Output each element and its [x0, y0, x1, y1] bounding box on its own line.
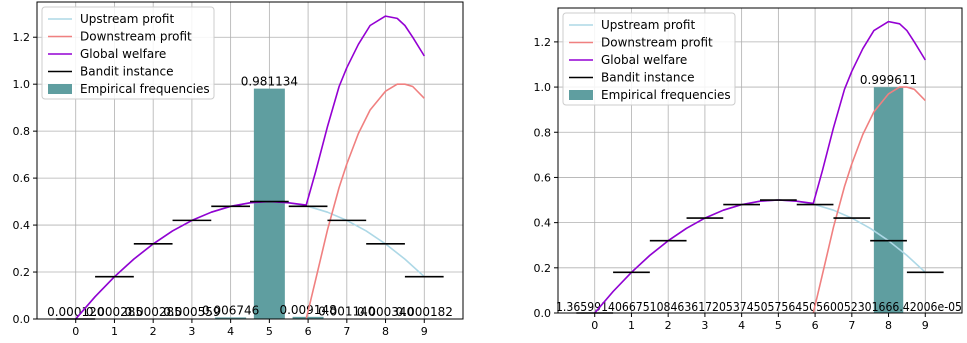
legend-bandit-label: Bandit instance [80, 65, 174, 79]
legend-bandit-label: Bandit instance [601, 71, 695, 85]
x-tick-label: 6 [812, 319, 819, 332]
y-tick-label: 1.2 [534, 36, 552, 49]
legend-box [41, 6, 215, 100]
plot-frame [557, 7, 963, 314]
bar-value-label: 0.006746 [202, 303, 259, 317]
legend-welfare-label: Global welfare [601, 53, 687, 67]
downstream-profit-line [305, 83, 425, 320]
plot-frame [36, 1, 464, 320]
right-chart: 0.999611 1.365991406675108463617205374505… [534, 7, 963, 332]
y-tick-label: 0.0 [534, 307, 552, 320]
bar-value-label: 0.000120 [47, 305, 104, 319]
bar-value-label: 0.000559 [163, 305, 220, 319]
y-tick-label: 0.6 [534, 171, 552, 184]
legend-bars-swatch [48, 84, 72, 94]
frequency-bar [253, 88, 285, 319]
y-tick-label: 0.6 [13, 172, 31, 185]
y-tick-label: 0.8 [13, 125, 31, 138]
y-tick-label: 1.0 [534, 81, 552, 94]
y-tick-label: 0.4 [534, 217, 552, 230]
bar-value-label-max: 0.999611 [860, 73, 917, 87]
legend-upstream-label: Upstream profit [601, 18, 695, 32]
x-tick-label: 8 [885, 319, 892, 332]
x-tick-label: 3 [701, 319, 708, 332]
y-tick-label: 0.2 [13, 266, 31, 279]
y-tick-label: 0.4 [13, 219, 31, 232]
frequency-bar [292, 316, 324, 319]
y-tick-label: 0.0 [13, 313, 31, 326]
upstream-profit-line [75, 200, 425, 320]
y-tick-label: 1.0 [13, 78, 31, 91]
x-tick-label: 2 [150, 325, 157, 338]
legend-welfare-label: Global welfare [80, 47, 166, 61]
frequency-bar [215, 317, 247, 319]
legend-bars-label: Empirical frequencies [80, 82, 210, 96]
bar-value-label: 0.001140 [318, 305, 375, 319]
x-tick-label: 7 [343, 325, 350, 338]
x-tick-label: 9 [922, 319, 929, 332]
y-tick-label: 0.8 [534, 126, 552, 139]
x-tick-label: 9 [421, 325, 428, 338]
bar-value-label: 0.000182 [396, 305, 453, 319]
legend-bars-label: Empirical frequencies [601, 88, 731, 102]
bar-value-label: 0.000285 [125, 305, 182, 319]
downstream-profit-line [812, 86, 926, 314]
bar-value-label: 0.000285 [86, 305, 143, 319]
global-welfare-line [75, 15, 425, 320]
x-tick-label: 8 [382, 325, 389, 338]
frequency-bar [873, 87, 904, 313]
x-tick-label: 6 [305, 325, 312, 338]
x-tick-label: 4 [738, 319, 745, 332]
x-tick-label: 1 [111, 325, 118, 338]
x-tick-label: 4 [227, 325, 234, 338]
legend-upstream-label: Upstream profit [80, 12, 174, 26]
x-tick-label: 5 [775, 319, 782, 332]
x-tick-label: 2 [665, 319, 672, 332]
x-tick-label: 3 [188, 325, 195, 338]
legend-bars-swatch [569, 90, 593, 100]
bar-value-label: 0.000340 [357, 305, 414, 319]
y-tick-label: 0.2 [534, 262, 552, 275]
x-tick-label: 7 [848, 319, 855, 332]
legend-downstream-label: Downstream profit [80, 30, 192, 44]
x-tick-label: 5 [266, 325, 273, 338]
legend-downstream-label: Downstream profit [601, 36, 713, 50]
x-tick-label: 0 [72, 325, 79, 338]
x-tick-label: 1 [628, 319, 635, 332]
left-chart: 0.0001200.0002850.0002850.0005590.006746… [13, 1, 464, 338]
y-tick-label: 1.2 [13, 31, 31, 44]
x-tick-label: 0 [591, 319, 598, 332]
bar-value-label: 0.981134 [241, 75, 298, 89]
legend-box [562, 12, 736, 106]
global-welfare-line [594, 20, 926, 314]
bar-value-labels-overlapping: 1.36599140667510846361720537450575645056… [556, 300, 962, 314]
